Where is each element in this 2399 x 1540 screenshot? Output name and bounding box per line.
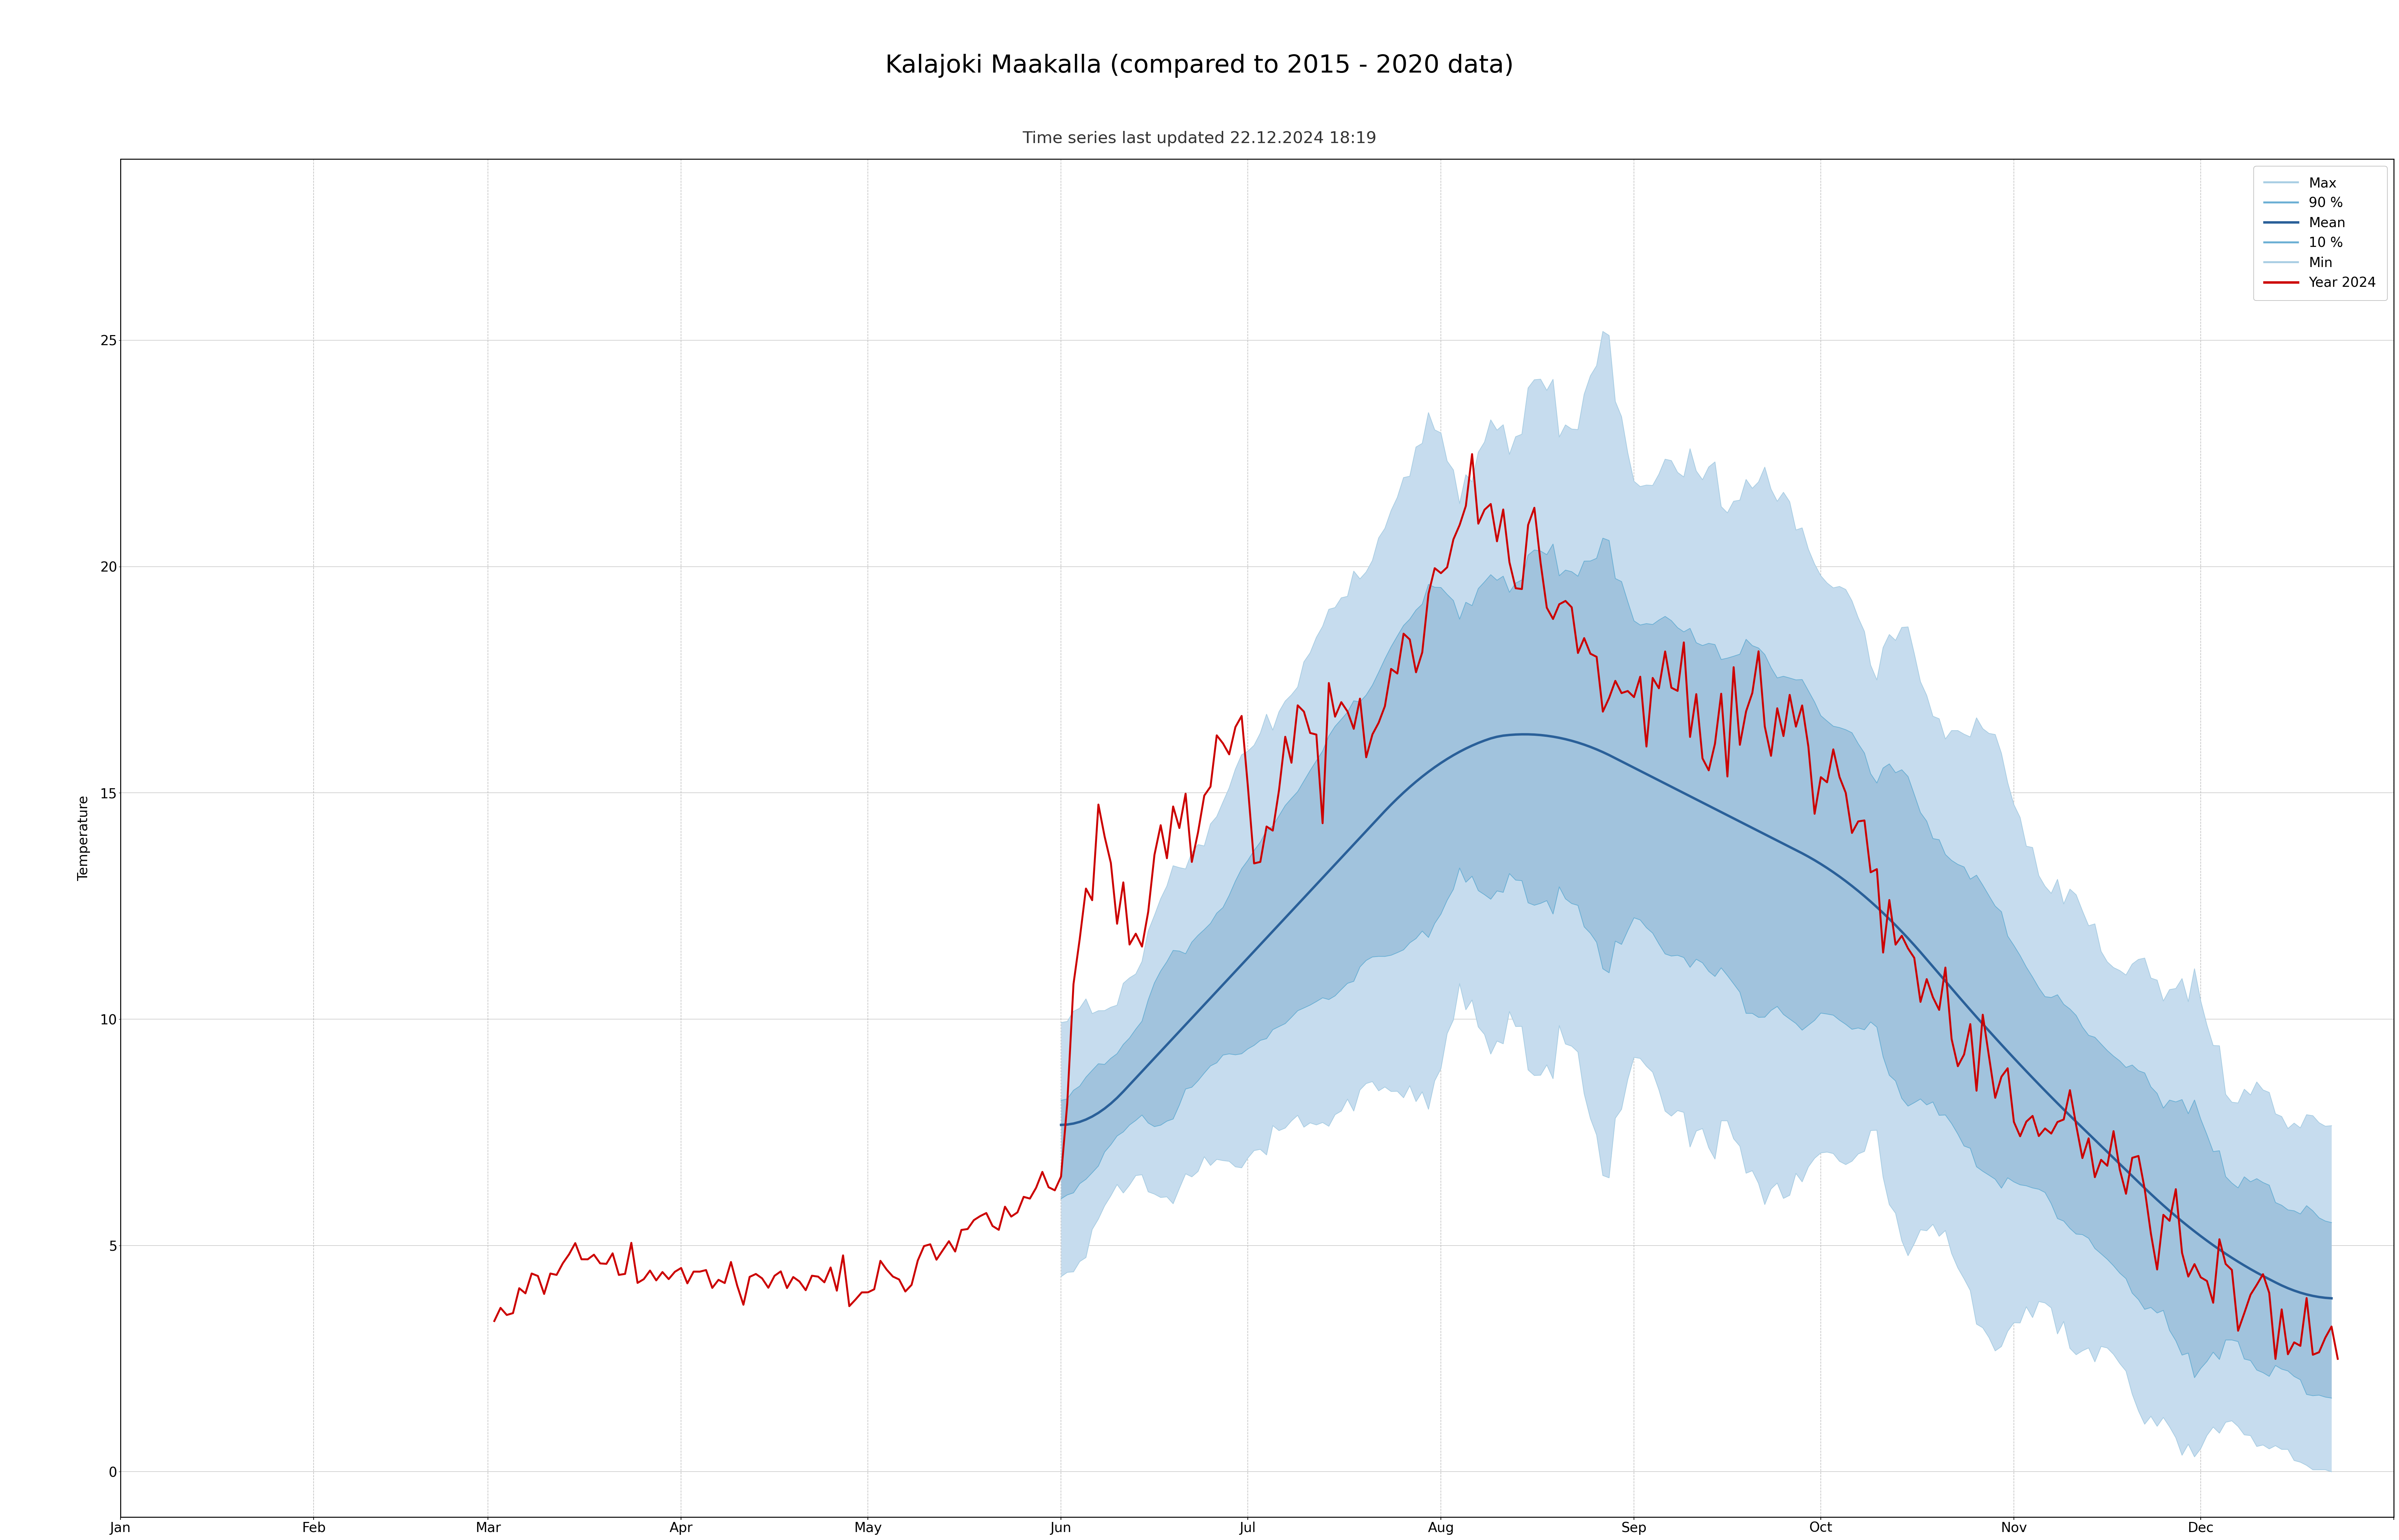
Text: Kalajoki Maakalla (compared to 2015 - 2020 data): Kalajoki Maakalla (compared to 2015 - 20…: [885, 54, 1514, 79]
Legend: Max, 90 %, Mean, 10 %, Min, Year 2024: Max, 90 %, Mean, 10 %, Min, Year 2024: [2253, 166, 2387, 300]
Text: Time series last updated 22.12.2024 18:19: Time series last updated 22.12.2024 18:1…: [1022, 131, 1377, 146]
Y-axis label: Temperature: Temperature: [77, 795, 91, 881]
